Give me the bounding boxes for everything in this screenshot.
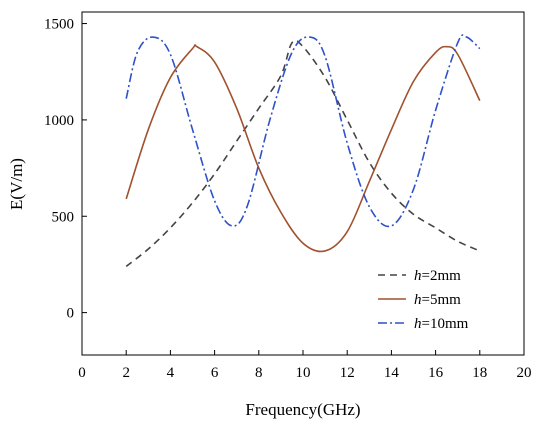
x-tick-label: 16 [428,365,444,381]
y-axis-label: E(V/m) [7,158,26,210]
x-tick-label: 6 [211,365,219,381]
legend-variable: h [414,268,422,284]
legend-value: =2mm [422,268,462,284]
x-tick-label: 0 [78,365,86,381]
y-tick-label: 0 [67,306,75,322]
legend-value: =5mm [422,292,462,308]
legend-value: =10mm [422,316,469,332]
x-axis: 0 2 4 6 8 10 12 14 16 18 20 [78,350,532,381]
x-axis-label: Frequency(GHz) [245,400,360,419]
legend-entry-1: h=2mm [414,268,461,284]
y-tick-label: 1500 [44,17,74,33]
legend-variable: h [414,292,422,308]
legend-entry-3: h=10mm [414,316,469,332]
series-layer [125,34,481,267]
x-tick-label: 10 [296,365,311,381]
y-tick-label: 500 [52,209,75,225]
x-tick-label: 20 [517,365,532,381]
x-tick-label: 2 [122,365,130,381]
series-line-2 [125,44,481,253]
legend-entry-2: h=5mm [414,292,461,308]
x-tick-label: 12 [340,365,355,381]
legend-variable: h [414,316,422,332]
x-tick-label: 8 [255,365,263,381]
x-tick-label: 14 [384,365,400,381]
x-tick-label: 4 [167,365,175,381]
y-tick-label: 1000 [44,113,74,129]
series-line-1 [125,39,481,267]
x-tick-label: 18 [472,365,487,381]
y-axis: 0 500 1000 1500 [44,17,87,322]
series-line-3 [125,34,481,228]
